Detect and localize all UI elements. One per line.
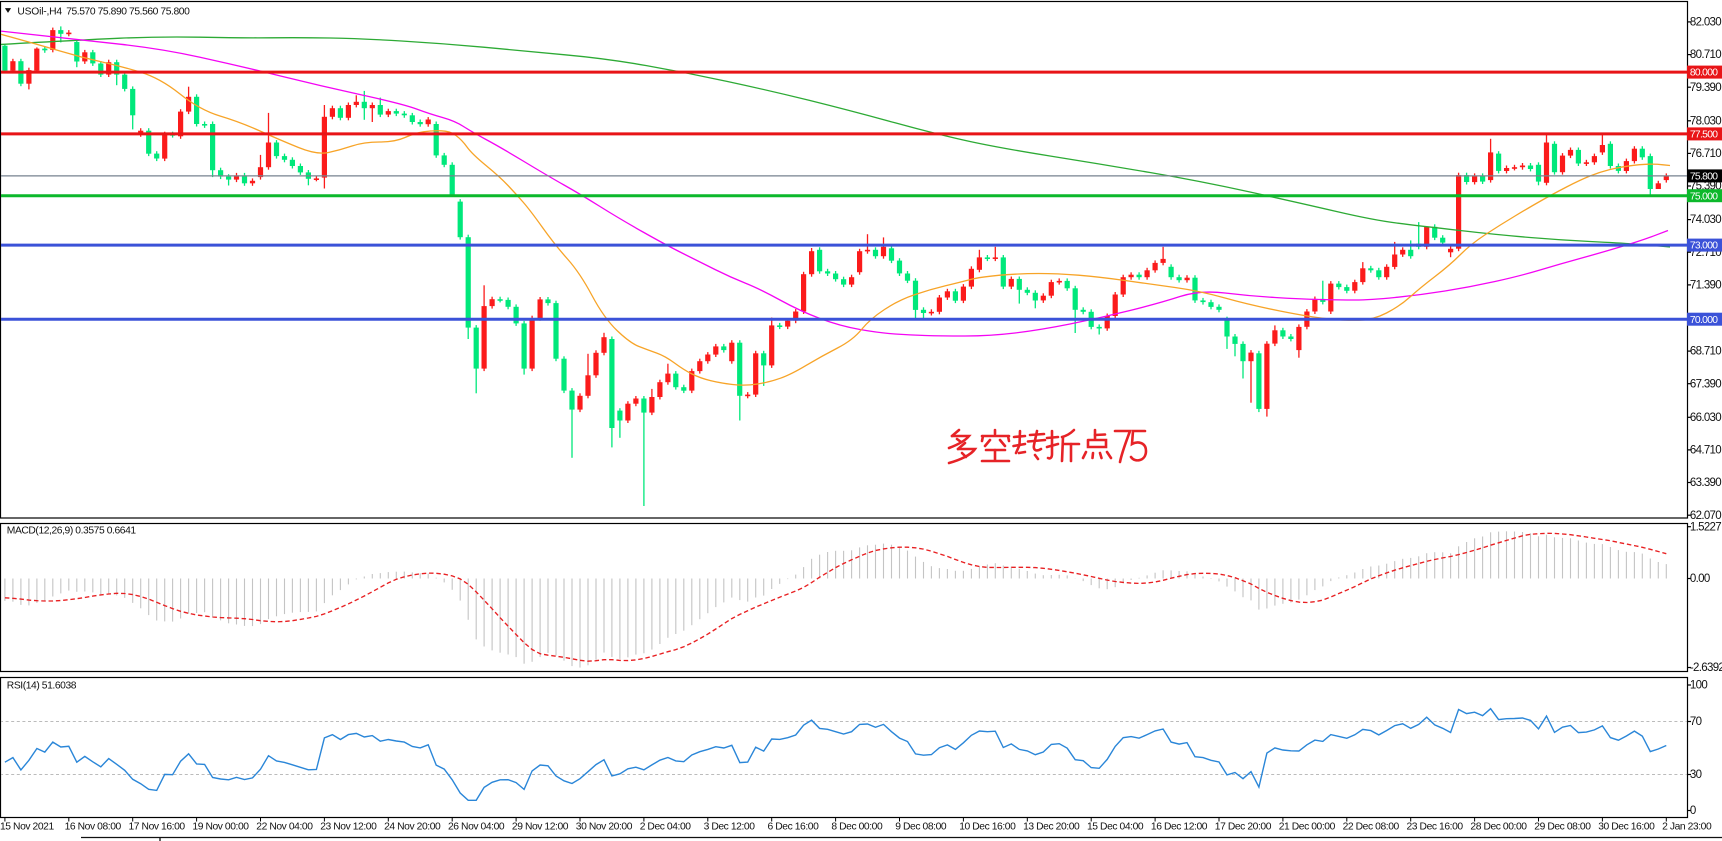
- svg-text:23 Nov 12:00: 23 Nov 12:00: [320, 822, 377, 833]
- svg-text:30: 30: [1690, 769, 1702, 781]
- svg-text:82.030: 82.030: [1690, 17, 1721, 29]
- svg-text:80.000: 80.000: [1690, 68, 1718, 79]
- svg-text:72.710: 72.710: [1690, 247, 1721, 259]
- svg-text:9 Dec 08:00: 9 Dec 08:00: [895, 822, 947, 833]
- svg-text:62.070: 62.070: [1690, 510, 1721, 522]
- svg-text:23 Dec 16:00: 23 Dec 16:00: [1407, 822, 1464, 833]
- svg-text:15 Dec 04:00: 15 Dec 04:00: [1087, 822, 1144, 833]
- svg-text:64.710: 64.710: [1690, 445, 1721, 457]
- svg-text:-2.6392: -2.6392: [1690, 662, 1722, 674]
- svg-text:22 Dec 08:00: 22 Dec 08:00: [1343, 822, 1400, 833]
- svg-text:16 Dec 12:00: 16 Dec 12:00: [1151, 822, 1208, 833]
- svg-text:76.710: 76.710: [1690, 148, 1721, 160]
- svg-text:100: 100: [1690, 680, 1707, 692]
- svg-text:USOil-,H4: USOil-,H4: [17, 7, 62, 18]
- svg-text:1.5227: 1.5227: [1690, 521, 1721, 533]
- svg-text:68.710: 68.710: [1690, 346, 1721, 358]
- svg-text:24 Nov 20:00: 24 Nov 20:00: [384, 822, 441, 833]
- svg-text:80.710: 80.710: [1690, 49, 1721, 61]
- svg-text:26 Nov 04:00: 26 Nov 04:00: [448, 822, 505, 833]
- svg-text:3 Dec 12:00: 3 Dec 12:00: [704, 822, 756, 833]
- svg-text:21 Dec 00:00: 21 Dec 00:00: [1279, 822, 1336, 833]
- svg-text:30 Nov 20:00: 30 Nov 20:00: [576, 822, 633, 833]
- svg-text:MACD(12,26,9) 0.3575 0.6641: MACD(12,26,9) 0.3575 0.6641: [7, 526, 137, 537]
- svg-text:75.570 75.890 75.560 75.800: 75.570 75.890 75.560 75.800: [66, 7, 190, 18]
- svg-text:6 Dec 16:00: 6 Dec 16:00: [768, 822, 820, 833]
- svg-text:0.00: 0.00: [1690, 573, 1710, 585]
- svg-text:74.030: 74.030: [1690, 214, 1721, 226]
- svg-text:0: 0: [1690, 805, 1696, 817]
- svg-text:10 Dec 16:00: 10 Dec 16:00: [959, 822, 1016, 833]
- svg-text:8 Dec 00:00: 8 Dec 00:00: [831, 822, 883, 833]
- svg-text:30 Dec 16:00: 30 Dec 16:00: [1598, 822, 1655, 833]
- svg-text:77.500: 77.500: [1690, 130, 1718, 141]
- svg-text:2 Dec 04:00: 2 Dec 04:00: [640, 822, 692, 833]
- svg-text:70: 70: [1690, 716, 1702, 728]
- svg-text:17 Dec 20:00: 17 Dec 20:00: [1215, 822, 1272, 833]
- svg-text:16 Nov 08:00: 16 Nov 08:00: [65, 822, 122, 833]
- svg-text:29 Dec 08:00: 29 Dec 08:00: [1534, 822, 1591, 833]
- svg-text:13 Dec 20:00: 13 Dec 20:00: [1023, 822, 1080, 833]
- svg-text:79.390: 79.390: [1690, 82, 1721, 94]
- svg-text:2 Jan 23:00: 2 Jan 23:00: [1662, 822, 1712, 833]
- svg-text:17 Nov 16:00: 17 Nov 16:00: [129, 822, 186, 833]
- svg-text:28 Dec 00:00: 28 Dec 00:00: [1470, 822, 1527, 833]
- svg-text:78.030: 78.030: [1690, 115, 1721, 127]
- svg-text:73.000: 73.000: [1690, 241, 1718, 252]
- svg-text:71.390: 71.390: [1690, 280, 1721, 292]
- svg-text:67.390: 67.390: [1690, 378, 1721, 390]
- svg-text:75.000: 75.000: [1690, 191, 1718, 202]
- svg-text:29 Nov 12:00: 29 Nov 12:00: [512, 822, 569, 833]
- svg-text:RSI(14) 51.6038: RSI(14) 51.6038: [7, 681, 77, 692]
- svg-text:19 Nov 00:00: 19 Nov 00:00: [192, 822, 249, 833]
- svg-text:75.800: 75.800: [1690, 172, 1718, 183]
- svg-text:63.390: 63.390: [1690, 477, 1721, 489]
- svg-text:15 Nov 2021: 15 Nov 2021: [0, 822, 54, 833]
- svg-text:22 Nov 04:00: 22 Nov 04:00: [256, 822, 313, 833]
- svg-text:70.000: 70.000: [1690, 315, 1718, 326]
- svg-text:66.030: 66.030: [1690, 412, 1721, 424]
